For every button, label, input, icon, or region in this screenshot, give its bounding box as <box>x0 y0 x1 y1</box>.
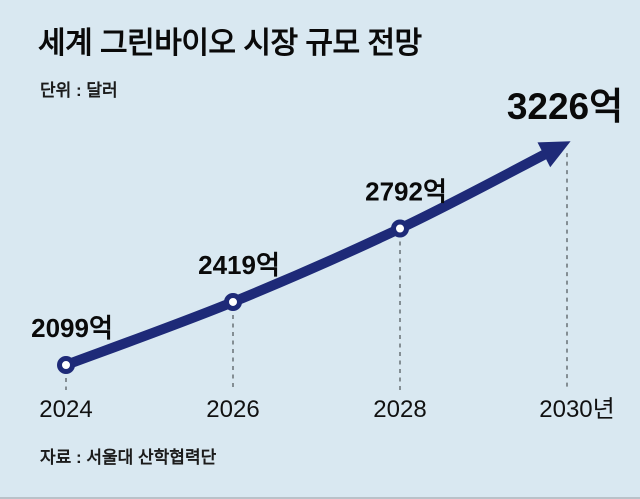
unit-label: 단위 : 달러 <box>40 81 118 100</box>
data-point-marker <box>391 219 409 238</box>
source-label: 자료 : 서울대 산학협력단 <box>40 448 217 467</box>
x-axis-label: 2028 <box>373 396 426 423</box>
trend-line <box>64 148 550 370</box>
value-label: 3226억 <box>507 86 623 127</box>
data-point-marker <box>57 356 75 374</box>
value-label: 2419억 <box>198 250 280 280</box>
bottom-divider <box>0 497 640 499</box>
value-label: 2099억 <box>31 313 113 343</box>
arrow-head-icon <box>537 141 571 168</box>
x-axis-label: 2024 <box>39 396 92 423</box>
x-axis-label: 2026 <box>206 396 259 423</box>
data-point-marker <box>224 292 242 311</box>
chart-title: 세계 그린바이오 시장 규모 전망 <box>38 27 422 60</box>
x-axis-label: 2030년 <box>539 396 614 423</box>
value-label: 2792억 <box>365 176 447 206</box>
